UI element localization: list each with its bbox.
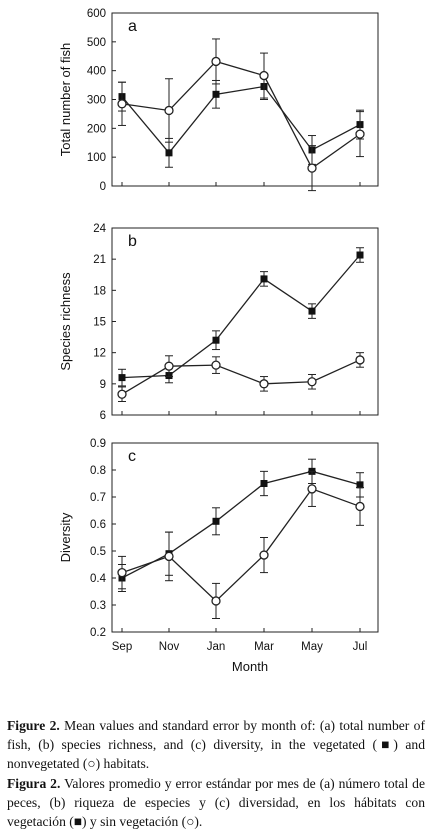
data-point-circle <box>211 360 221 370</box>
y-tick-label: 0.4 <box>90 573 107 585</box>
x-tick-label: May <box>301 641 323 653</box>
y-axis-label: Total number of fish <box>58 43 73 156</box>
series-line <box>121 254 361 379</box>
data-point-circle <box>164 551 174 562</box>
y-tick-label: 100 <box>87 152 106 164</box>
series-vegetated <box>118 247 364 387</box>
series-vegetated <box>118 73 364 168</box>
y-tick-label: 0.7 <box>90 492 106 504</box>
x-axis-label: Month <box>232 659 268 674</box>
y-tick-label: 24 <box>93 223 106 235</box>
data-point-circle <box>259 379 269 389</box>
y-tick-label: 15 <box>93 317 106 329</box>
data-point-circle <box>117 567 127 578</box>
data-point-square <box>212 517 220 525</box>
data-point-square <box>308 307 316 315</box>
data-point-circle <box>307 377 317 387</box>
y-axis-label: Diversity <box>58 512 73 562</box>
y-tick-label: 0.9 <box>90 438 106 450</box>
y-tick-label: 18 <box>93 285 106 297</box>
y-tick-label: 6 <box>100 410 106 422</box>
panel-b: 6 9 12 15 18 21 24 b Species richness <box>58 223 379 422</box>
y-tick-label: 500 <box>87 37 106 49</box>
y-tick-label: 300 <box>87 95 106 107</box>
x-tick-label: Jul <box>353 641 368 653</box>
data-point-square <box>260 275 268 283</box>
data-point-circle <box>117 389 127 399</box>
plot-frame <box>111 442 379 633</box>
caption-spanish: Figura 2. Valores promedio y error están… <box>7 774 425 831</box>
series-vegetated <box>118 458 364 592</box>
x-tick-label: Jan <box>207 641 226 653</box>
data-point-circle <box>164 361 174 371</box>
data-point-circle <box>355 501 365 512</box>
x-tick-label: Nov <box>159 641 180 653</box>
y-tick-label: 0 <box>100 181 106 193</box>
y-tick-label: 21 <box>93 254 106 266</box>
panel-label: b <box>128 233 137 250</box>
panel-c: 0.2 0.3 0.4 0.5 0.6 0.7 0.8 0.9 c Diversity Sep Nov… <box>58 438 379 674</box>
series-line <box>121 359 361 395</box>
y-tick-label: 0.8 <box>90 465 106 477</box>
data-point-circle <box>307 484 317 494</box>
series-line <box>121 85 361 154</box>
data-point-circle <box>117 99 127 109</box>
y-tick-label: 0.6 <box>90 519 106 531</box>
caption-spanish-text: Valores promedio y error estándar por me… <box>7 776 425 829</box>
series-nonvegetated <box>117 38 365 192</box>
data-point-square <box>260 480 268 487</box>
plot-frame <box>111 12 379 187</box>
data-point-circle <box>211 56 221 67</box>
caption-english-text: Mean values and standard error by month … <box>7 718 425 771</box>
series-line <box>121 470 361 579</box>
series-nonvegetated <box>117 352 365 402</box>
data-point-circle <box>259 70 269 81</box>
series-line <box>121 60 361 170</box>
data-point-circle <box>355 129 365 139</box>
data-point-circle <box>355 355 365 365</box>
y-tick-label: 0.2 <box>90 627 106 639</box>
panel-label: a <box>128 18 137 35</box>
data-point-square <box>356 481 364 489</box>
data-point-square <box>165 149 173 157</box>
y-axis-label: Species richness <box>58 272 73 371</box>
data-point-square <box>212 336 220 344</box>
data-point-circle <box>307 163 317 173</box>
caption-english-label: Figure 2. <box>7 718 60 733</box>
plot-frame <box>111 227 379 416</box>
x-tick-label: Sep <box>112 641 132 653</box>
y-tick-label: 12 <box>93 348 106 360</box>
caption-spanish-label: Figura 2. <box>7 776 61 791</box>
data-point-square <box>118 374 126 382</box>
panel-a: 0 100 200 300 400 500 600 a Total number of fish <box>58 8 379 193</box>
y-tick-label: 0.5 <box>90 546 106 558</box>
x-tick-label: Mar <box>254 641 274 653</box>
data-point-circle <box>211 596 221 606</box>
data-point-circle <box>259 550 269 560</box>
caption-english: Figure 2. Mean values and standard error… <box>7 716 425 773</box>
y-tick-label: 600 <box>87 8 106 20</box>
data-point-circle <box>164 105 174 116</box>
y-tick-label: 400 <box>87 66 106 78</box>
figure: 0 100 200 300 400 500 600 a Total number of fish… <box>58 8 379 674</box>
series-nonvegetated <box>117 470 365 619</box>
data-point-square <box>212 90 220 98</box>
panel-label: c <box>128 448 136 465</box>
y-tick-label: 200 <box>87 123 106 135</box>
y-tick-label: 0.3 <box>90 600 106 612</box>
data-point-square <box>356 251 364 259</box>
y-tick-label: 9 <box>100 379 106 391</box>
series-line <box>121 488 361 602</box>
